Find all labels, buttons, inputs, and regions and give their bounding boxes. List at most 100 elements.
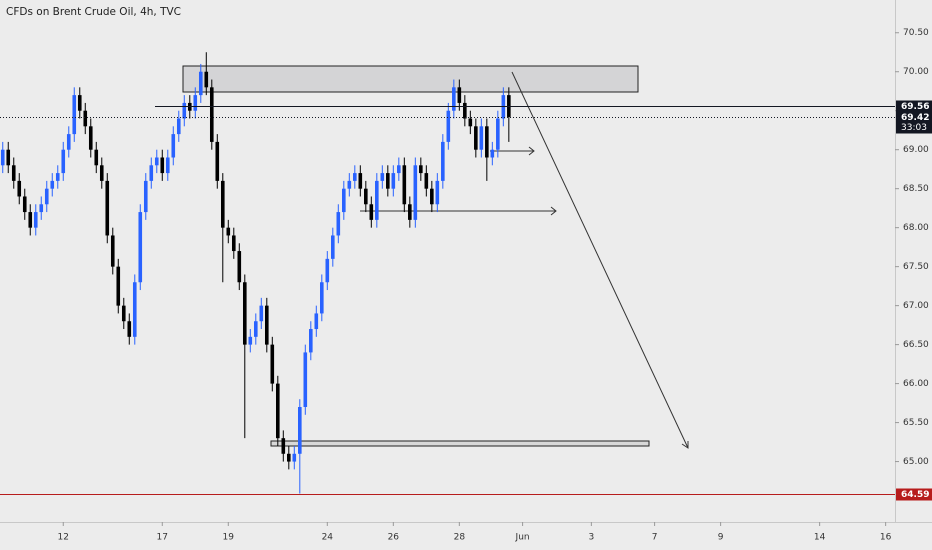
y-tick-label: 68.00 xyxy=(903,223,929,233)
candle-body xyxy=(55,173,60,181)
candle-body xyxy=(463,102,467,119)
candle-body xyxy=(485,126,489,158)
candle-body xyxy=(33,212,38,228)
candle-body xyxy=(298,406,302,454)
price-label: 69.42 xyxy=(901,113,929,123)
candle-body xyxy=(242,282,247,345)
candle-body xyxy=(121,305,126,322)
candle-body xyxy=(99,165,104,181)
candle-body xyxy=(116,266,121,306)
candle-body xyxy=(0,149,5,166)
candle-body xyxy=(259,305,264,322)
candle-body xyxy=(275,383,280,439)
candle-body xyxy=(496,118,500,150)
candle-body xyxy=(88,126,93,150)
price-label-box xyxy=(896,100,932,113)
candle-body xyxy=(6,149,11,166)
candle-body xyxy=(154,157,159,166)
price-label: 69.56 xyxy=(901,102,929,112)
candle-body xyxy=(72,95,77,135)
candle-body xyxy=(132,282,137,337)
candle-body xyxy=(413,165,418,220)
arrow xyxy=(511,71,689,449)
candle-body xyxy=(468,118,473,127)
x-tick-label: 28 xyxy=(454,533,466,543)
candle-body xyxy=(303,352,308,407)
candle-body xyxy=(61,149,66,174)
candle-body xyxy=(314,313,319,330)
candle-body xyxy=(237,251,242,283)
candle-body xyxy=(160,157,165,174)
candle-body xyxy=(215,141,220,181)
candle-body xyxy=(270,344,275,384)
candle-body xyxy=(479,126,484,150)
candle-body xyxy=(149,165,154,181)
candle-body xyxy=(386,173,390,189)
y-tick-label: 67.50 xyxy=(903,262,929,272)
candle-body xyxy=(419,165,423,174)
candle-body xyxy=(490,149,495,158)
candle-body xyxy=(309,329,313,353)
candle-body xyxy=(452,87,456,111)
candle-body xyxy=(83,110,88,127)
candle-body xyxy=(198,71,203,96)
candle-body xyxy=(375,180,379,220)
demand-zone xyxy=(270,440,650,447)
candle-body xyxy=(17,180,22,197)
candle-body xyxy=(435,180,440,205)
candle-body xyxy=(292,453,297,462)
candle-body xyxy=(358,173,363,189)
candle-body xyxy=(77,95,82,111)
price-label-box xyxy=(896,111,932,134)
candle-body xyxy=(430,188,434,205)
candle-body xyxy=(226,227,231,236)
x-tick-label: 7 xyxy=(652,533,658,543)
candle-body xyxy=(446,110,451,142)
candle-body xyxy=(342,188,346,213)
candle-body xyxy=(204,71,209,88)
candle-body xyxy=(353,173,357,181)
candle-body xyxy=(193,95,198,111)
x-tick-label: 19 xyxy=(223,533,235,543)
supply-zone xyxy=(182,65,639,93)
candle-body xyxy=(50,180,55,189)
y-tick-label: 67.00 xyxy=(903,301,929,311)
candle-body xyxy=(110,235,115,267)
arrow-head xyxy=(550,206,557,216)
candle-body xyxy=(457,87,462,103)
price-label: 64.59 xyxy=(901,490,929,500)
candle-body xyxy=(369,204,374,220)
y-tick-label: 66.00 xyxy=(903,379,929,389)
x-tick-label: 26 xyxy=(388,533,400,543)
candle-body xyxy=(231,235,236,252)
candle-body xyxy=(391,173,396,189)
candle-body xyxy=(176,118,181,135)
candle-body xyxy=(220,180,225,228)
x-tick-label: Jun xyxy=(515,533,530,543)
candle-body xyxy=(182,102,187,119)
x-tick-label: 12 xyxy=(58,533,69,543)
candle-body xyxy=(336,212,341,236)
candle-body xyxy=(66,134,71,150)
y-tick-label: 65.50 xyxy=(903,418,929,428)
candle-body xyxy=(11,165,16,181)
y-tick-label: 70.00 xyxy=(903,67,929,77)
candle-body xyxy=(402,165,407,205)
candle-body xyxy=(171,134,176,158)
candle-body xyxy=(320,282,324,314)
candle-body xyxy=(165,157,170,174)
x-tick-label: 9 xyxy=(718,533,724,543)
candle-body xyxy=(281,438,286,454)
candle-body xyxy=(364,188,368,205)
y-tick-label: 65.00 xyxy=(903,457,929,467)
candle-body xyxy=(39,204,44,213)
candle-body xyxy=(441,141,445,181)
candle-body xyxy=(474,126,478,150)
candle-body xyxy=(286,453,291,462)
candle-body xyxy=(325,258,330,283)
candle-body xyxy=(248,336,253,345)
arrow-head xyxy=(528,146,535,156)
candle-body xyxy=(408,204,412,220)
price-label-box xyxy=(896,488,932,501)
